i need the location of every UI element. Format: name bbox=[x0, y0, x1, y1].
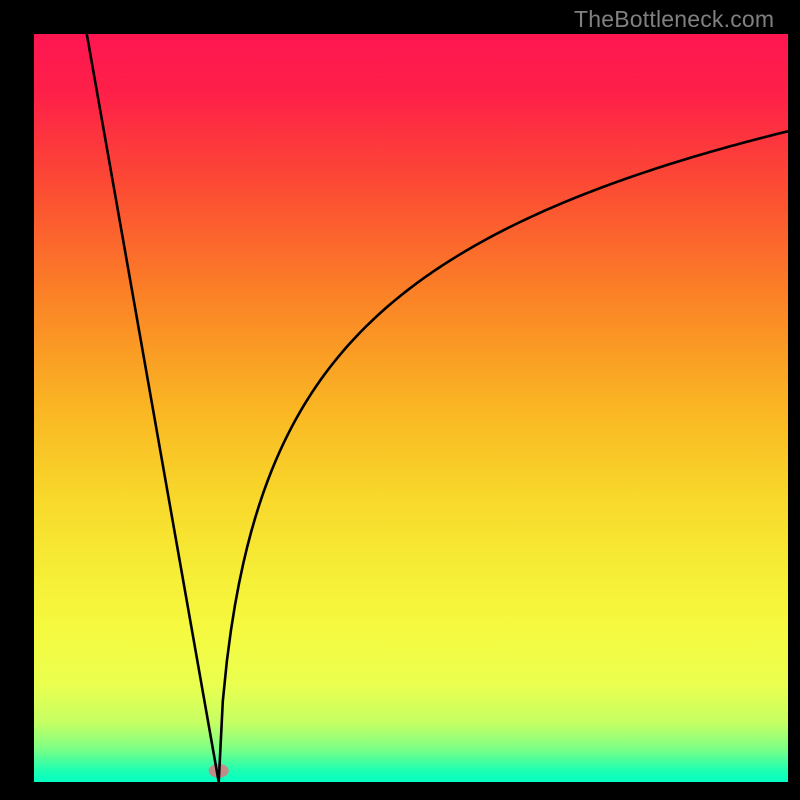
chart-stage: TheBottleneck.com bbox=[0, 0, 800, 800]
plot-area bbox=[34, 34, 788, 782]
frame-right bbox=[788, 0, 800, 800]
gradient-background bbox=[34, 34, 788, 782]
frame-left bbox=[0, 0, 34, 800]
frame-bottom bbox=[0, 782, 800, 800]
watermark-text: TheBottleneck.com bbox=[574, 6, 774, 33]
plot-svg bbox=[34, 34, 788, 782]
